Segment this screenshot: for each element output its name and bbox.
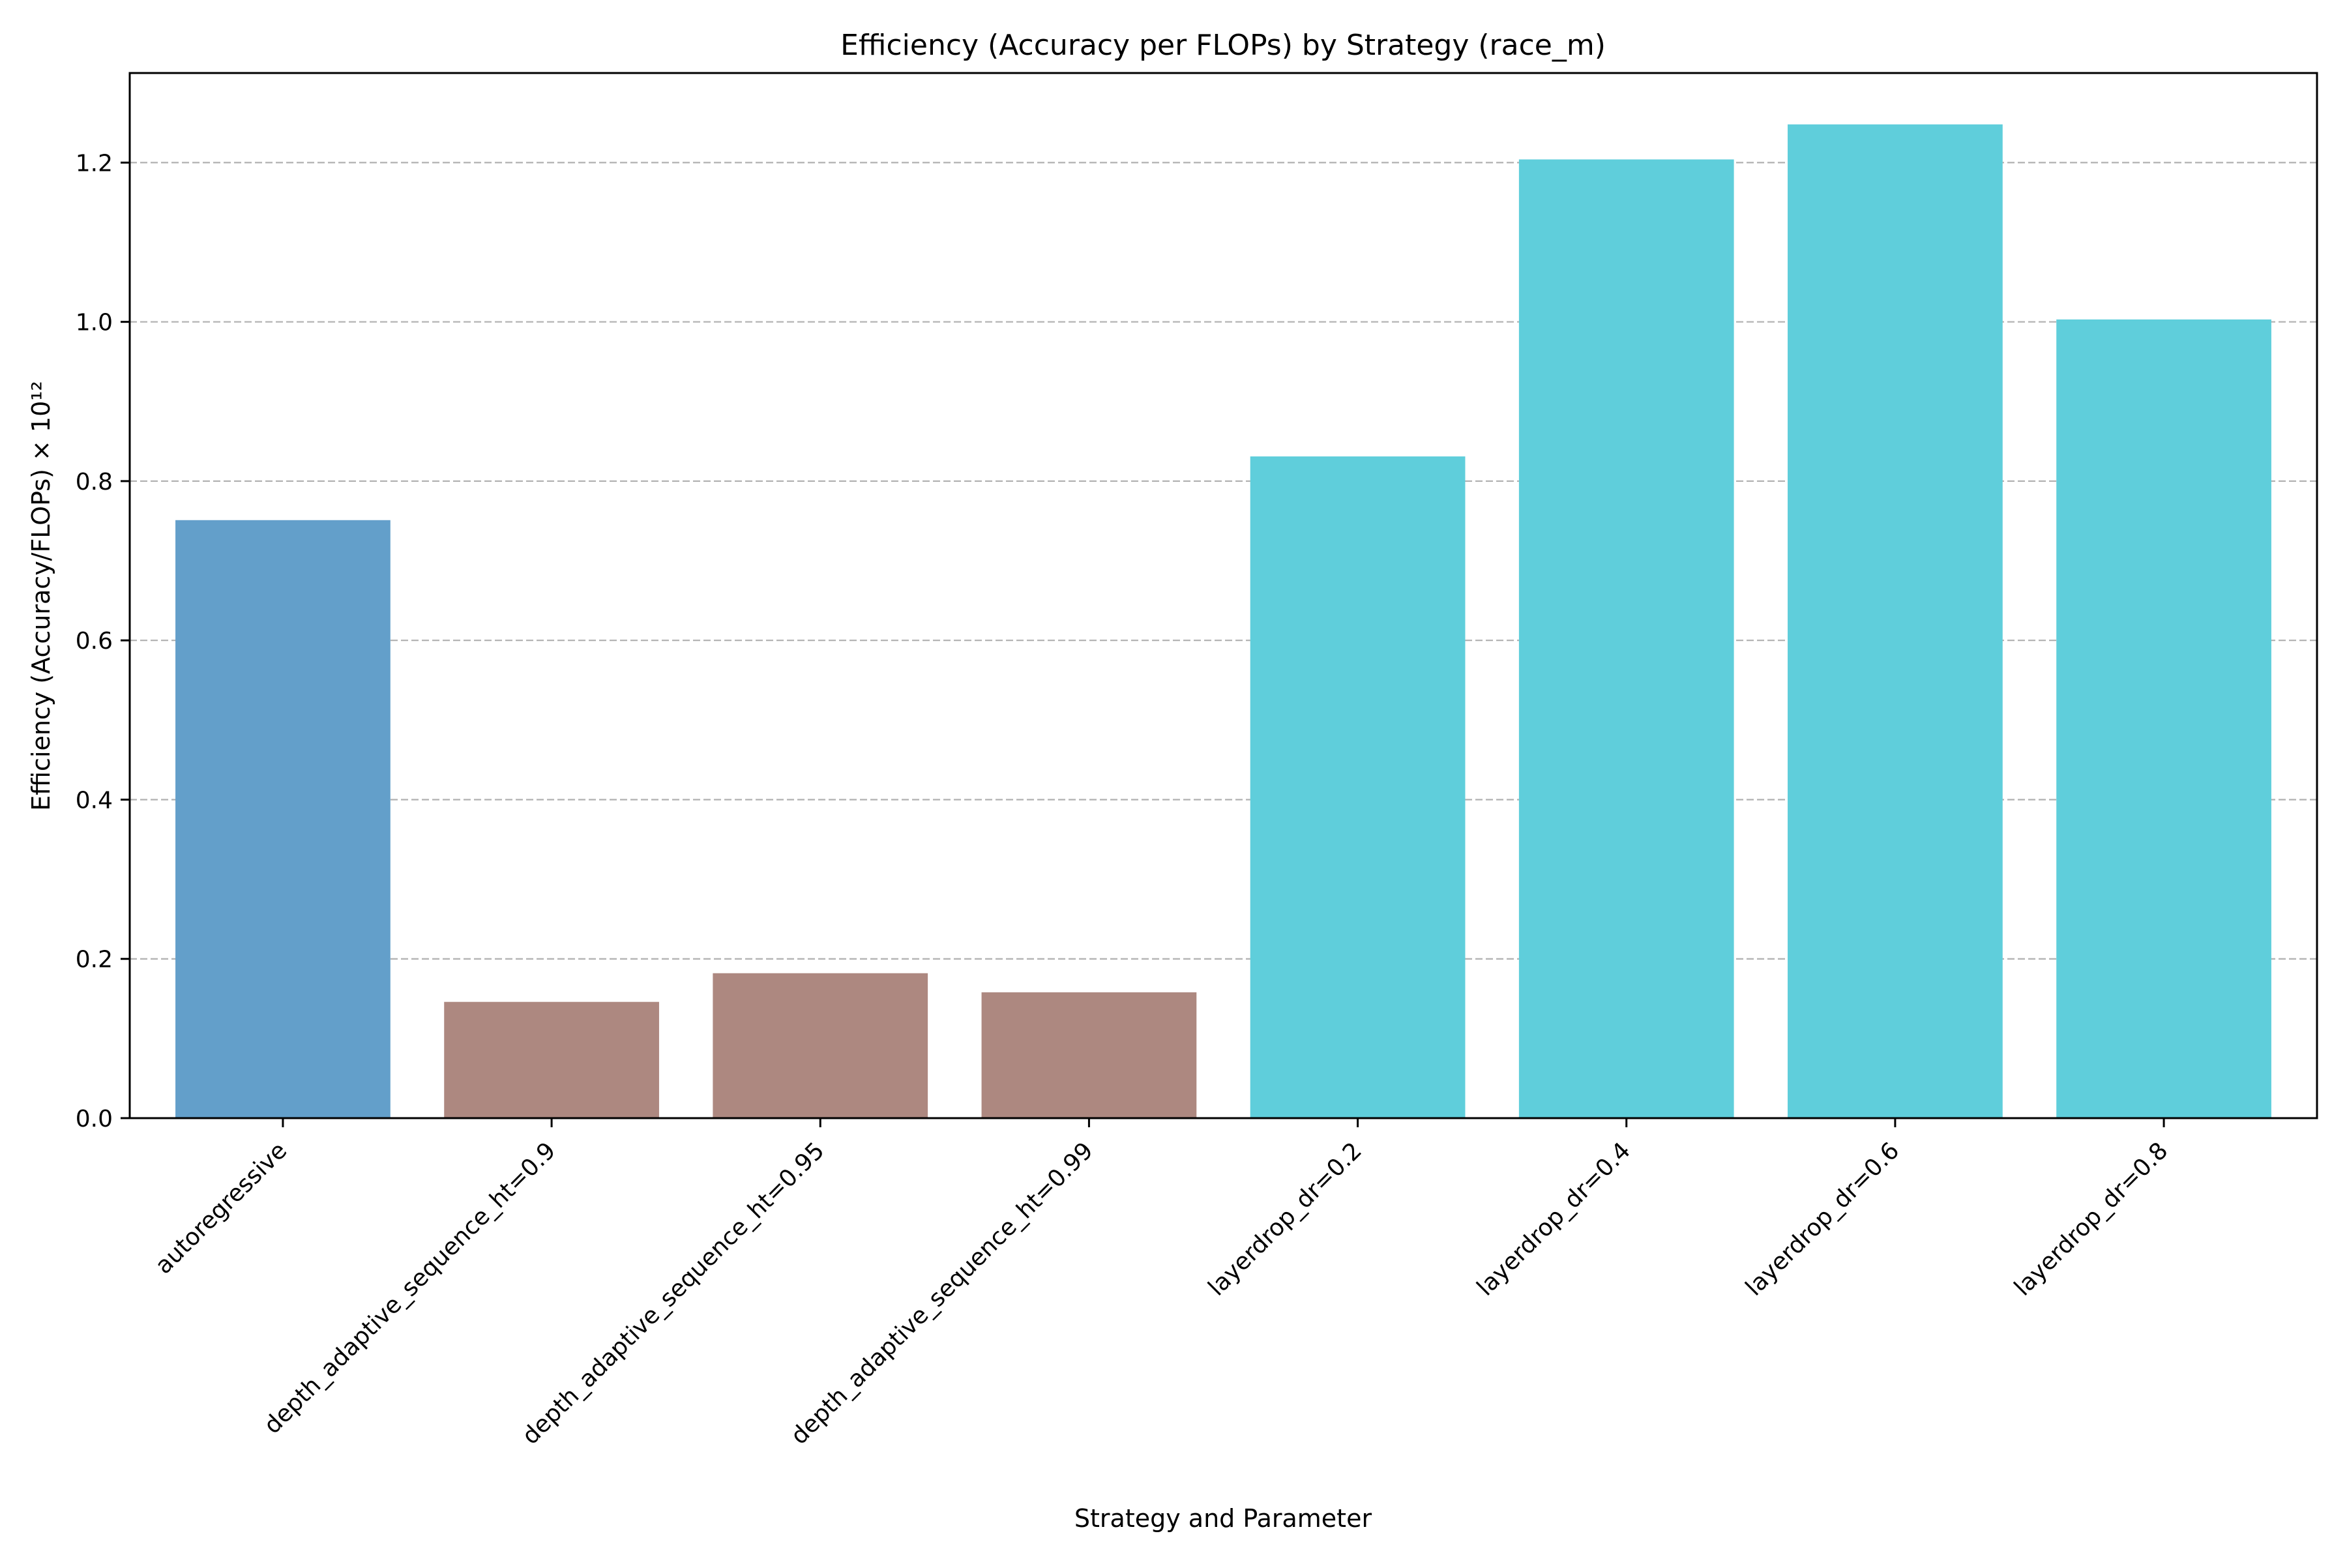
x-tick-label: depth_adaptive_sequence_ht=0.99 xyxy=(786,1137,1098,1449)
x-tick-label: autoregressive xyxy=(150,1137,292,1279)
x-tick-label: layerdrop_dr=0.6 xyxy=(1741,1137,1904,1301)
y-axis-ticks: 0.0 0.2 0.4 0.6 0.8 1.0 1.2 xyxy=(76,150,130,1132)
y-tick-label: 1.2 xyxy=(76,150,113,177)
x-tick-label: layerdrop_dr=0.4 xyxy=(1472,1137,1636,1301)
bar xyxy=(2056,319,2271,1118)
bar xyxy=(713,973,928,1118)
bar xyxy=(1518,159,1734,1119)
bar xyxy=(444,1001,659,1118)
x-axis-ticks: autoregressivedepth_adaptive_sequence_ht… xyxy=(150,1118,2173,1450)
bar xyxy=(981,992,1197,1118)
bar xyxy=(175,520,391,1118)
x-tick-label: depth_adaptive_sequence_ht=0.95 xyxy=(517,1137,829,1449)
y-tick-label: 0.8 xyxy=(76,469,113,496)
bar xyxy=(1250,456,1466,1118)
y-tick-label: 0.6 xyxy=(76,628,113,655)
bars xyxy=(175,124,2271,1119)
plot-frame xyxy=(128,72,2318,1119)
y-tick-label: 0.2 xyxy=(76,947,113,973)
x-axis-label: Strategy and Parameter xyxy=(1074,1504,1372,1533)
x-tick-label: layerdrop_dr=0.8 xyxy=(2009,1137,2173,1301)
bar xyxy=(1788,124,2003,1118)
chart-title: Efficiency (Accuracy per FLOPs) by Strat… xyxy=(840,29,1606,62)
y-tick-label: 1.0 xyxy=(76,310,113,336)
y-tick-label: 0.4 xyxy=(76,787,113,814)
x-tick-label: layerdrop_dr=0.2 xyxy=(1203,1137,1367,1301)
y-tick-label: 0.0 xyxy=(76,1106,113,1132)
y-axis-label: Efficiency (Accuracy/FLOPs) × 10¹² xyxy=(27,381,55,811)
x-tick-label: depth_adaptive_sequence_ht=0.9 xyxy=(259,1137,561,1439)
